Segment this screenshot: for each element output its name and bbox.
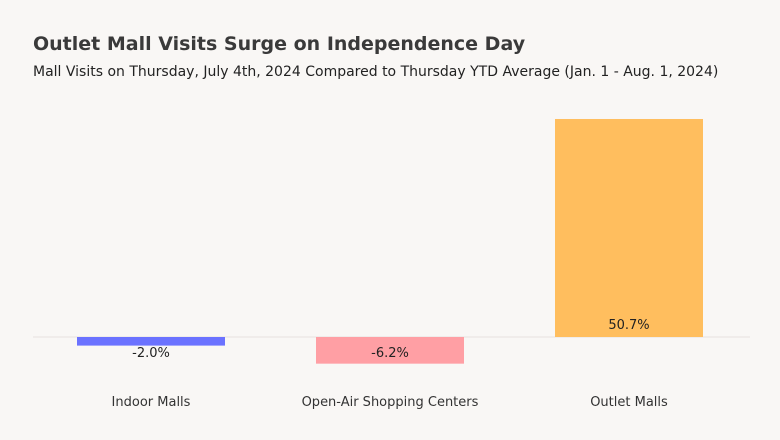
tick-label-outlet-malls: Outlet Malls bbox=[590, 395, 668, 410]
value-label-outlet-malls: 50.7% bbox=[608, 318, 649, 333]
tick-label-open-air-shopping-centers: Open-Air Shopping Centers bbox=[302, 395, 479, 410]
chart-title: Outlet Mall Visits Surge on Independence… bbox=[33, 33, 526, 55]
bar-outlet-malls bbox=[555, 118, 703, 338]
bar-indoor-malls bbox=[77, 337, 225, 346]
value-label-indoor-malls: -2.0% bbox=[132, 346, 170, 361]
chart-subtitle: Mall Visits on Thursday, July 4th, 2024 … bbox=[33, 64, 719, 80]
tick-label-indoor-malls: Indoor Malls bbox=[112, 395, 191, 410]
value-label-open-air-shopping-centers: -6.2% bbox=[371, 346, 409, 361]
value-labels-group: -2.0% -6.2% 50.7% bbox=[132, 318, 650, 361]
bar-open-air-shopping-centers bbox=[316, 337, 464, 364]
x-axis-tick-labels: Indoor Malls Open-Air Shopping Centers Out… bbox=[112, 395, 668, 410]
bars-group bbox=[77, 118, 703, 364]
